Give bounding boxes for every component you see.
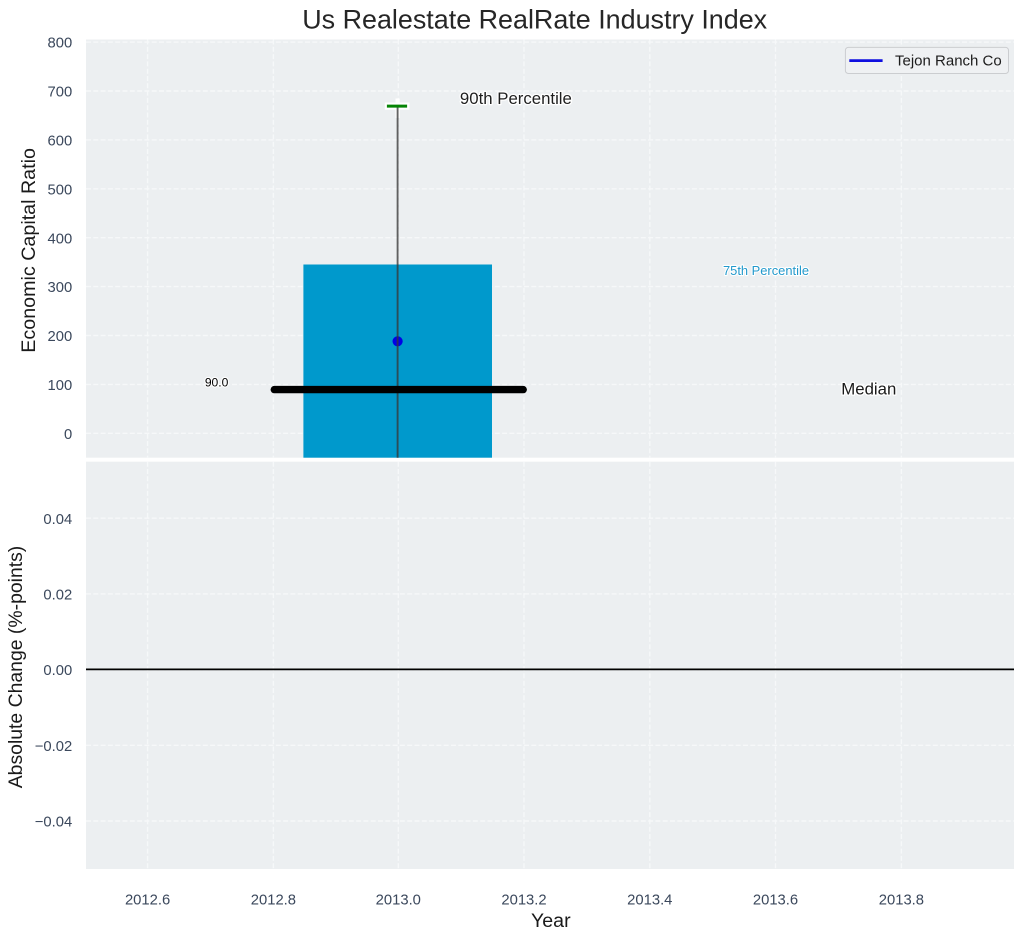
svg-text:0.00: 0.00 xyxy=(43,663,72,679)
svg-text:90.0: 90.0 xyxy=(205,375,229,389)
svg-text:2013.8: 2013.8 xyxy=(879,892,924,908)
svg-text:0.04: 0.04 xyxy=(43,512,72,528)
svg-text:100: 100 xyxy=(47,378,72,394)
svg-text:Absolute Change (%-points): Absolute Change (%-points) xyxy=(5,546,27,789)
svg-text:2013.4: 2013.4 xyxy=(627,892,672,908)
svg-text:2013.6: 2013.6 xyxy=(753,892,798,908)
svg-text:75th Percentile: 75th Percentile xyxy=(723,263,809,278)
svg-text:400: 400 xyxy=(47,231,72,247)
svg-text:Tejon Ranch Co: Tejon Ranch Co xyxy=(895,52,1002,69)
svg-text:300: 300 xyxy=(47,280,72,296)
svg-text:Us Realestate RealRate Industr: Us Realestate RealRate Industry Index xyxy=(302,5,767,35)
svg-text:2013.0: 2013.0 xyxy=(376,892,421,908)
svg-text:2012.6: 2012.6 xyxy=(125,892,170,908)
svg-text:90th Percentile: 90th Percentile xyxy=(460,89,572,108)
svg-text:700: 700 xyxy=(47,85,72,101)
svg-text:600: 600 xyxy=(47,134,72,150)
svg-text:Year: Year xyxy=(531,910,571,932)
svg-text:0: 0 xyxy=(64,427,72,443)
svg-text:200: 200 xyxy=(47,329,72,345)
svg-text:2013.2: 2013.2 xyxy=(501,892,546,908)
svg-text:2012.8: 2012.8 xyxy=(251,892,296,908)
svg-text:−0.02: −0.02 xyxy=(35,739,72,755)
svg-text:Median: Median xyxy=(841,380,896,399)
svg-text:−0.04: −0.04 xyxy=(35,815,72,831)
svg-text:Economic Capital Ratio: Economic Capital Ratio xyxy=(18,148,40,353)
svg-text:0.02: 0.02 xyxy=(43,588,72,604)
svg-text:500: 500 xyxy=(47,182,72,198)
svg-text:800: 800 xyxy=(47,36,72,52)
